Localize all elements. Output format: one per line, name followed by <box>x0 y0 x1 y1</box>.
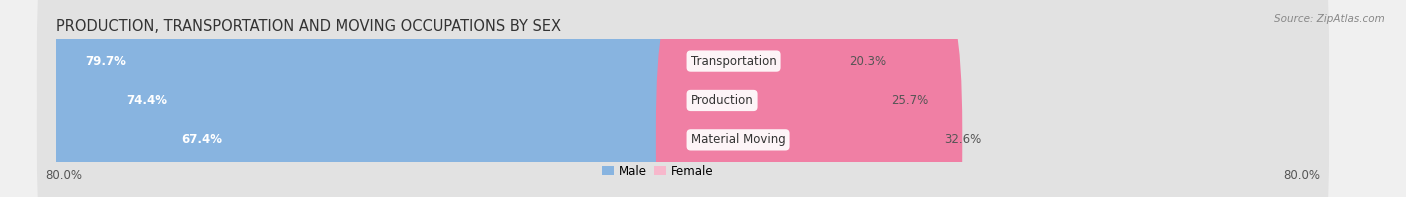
FancyBboxPatch shape <box>80 0 710 197</box>
Text: 79.7%: 79.7% <box>86 55 127 68</box>
FancyBboxPatch shape <box>655 0 962 197</box>
FancyBboxPatch shape <box>135 0 710 197</box>
Text: Material Moving: Material Moving <box>690 133 786 146</box>
Text: Source: ZipAtlas.com: Source: ZipAtlas.com <box>1274 14 1385 24</box>
FancyBboxPatch shape <box>655 0 908 197</box>
FancyBboxPatch shape <box>37 0 1329 197</box>
Text: 32.6%: 32.6% <box>945 133 981 146</box>
Text: 20.3%: 20.3% <box>849 55 886 68</box>
FancyBboxPatch shape <box>39 0 710 197</box>
FancyBboxPatch shape <box>37 0 1329 197</box>
Text: Transportation: Transportation <box>690 55 776 68</box>
Legend: Male, Female: Male, Female <box>598 160 718 182</box>
Text: 67.4%: 67.4% <box>181 133 222 146</box>
Text: PRODUCTION, TRANSPORTATION AND MOVING OCCUPATIONS BY SEX: PRODUCTION, TRANSPORTATION AND MOVING OC… <box>56 19 561 34</box>
FancyBboxPatch shape <box>655 0 868 197</box>
Text: 25.7%: 25.7% <box>891 94 928 107</box>
Text: Production: Production <box>690 94 754 107</box>
FancyBboxPatch shape <box>37 0 1329 197</box>
Text: 74.4%: 74.4% <box>127 94 167 107</box>
